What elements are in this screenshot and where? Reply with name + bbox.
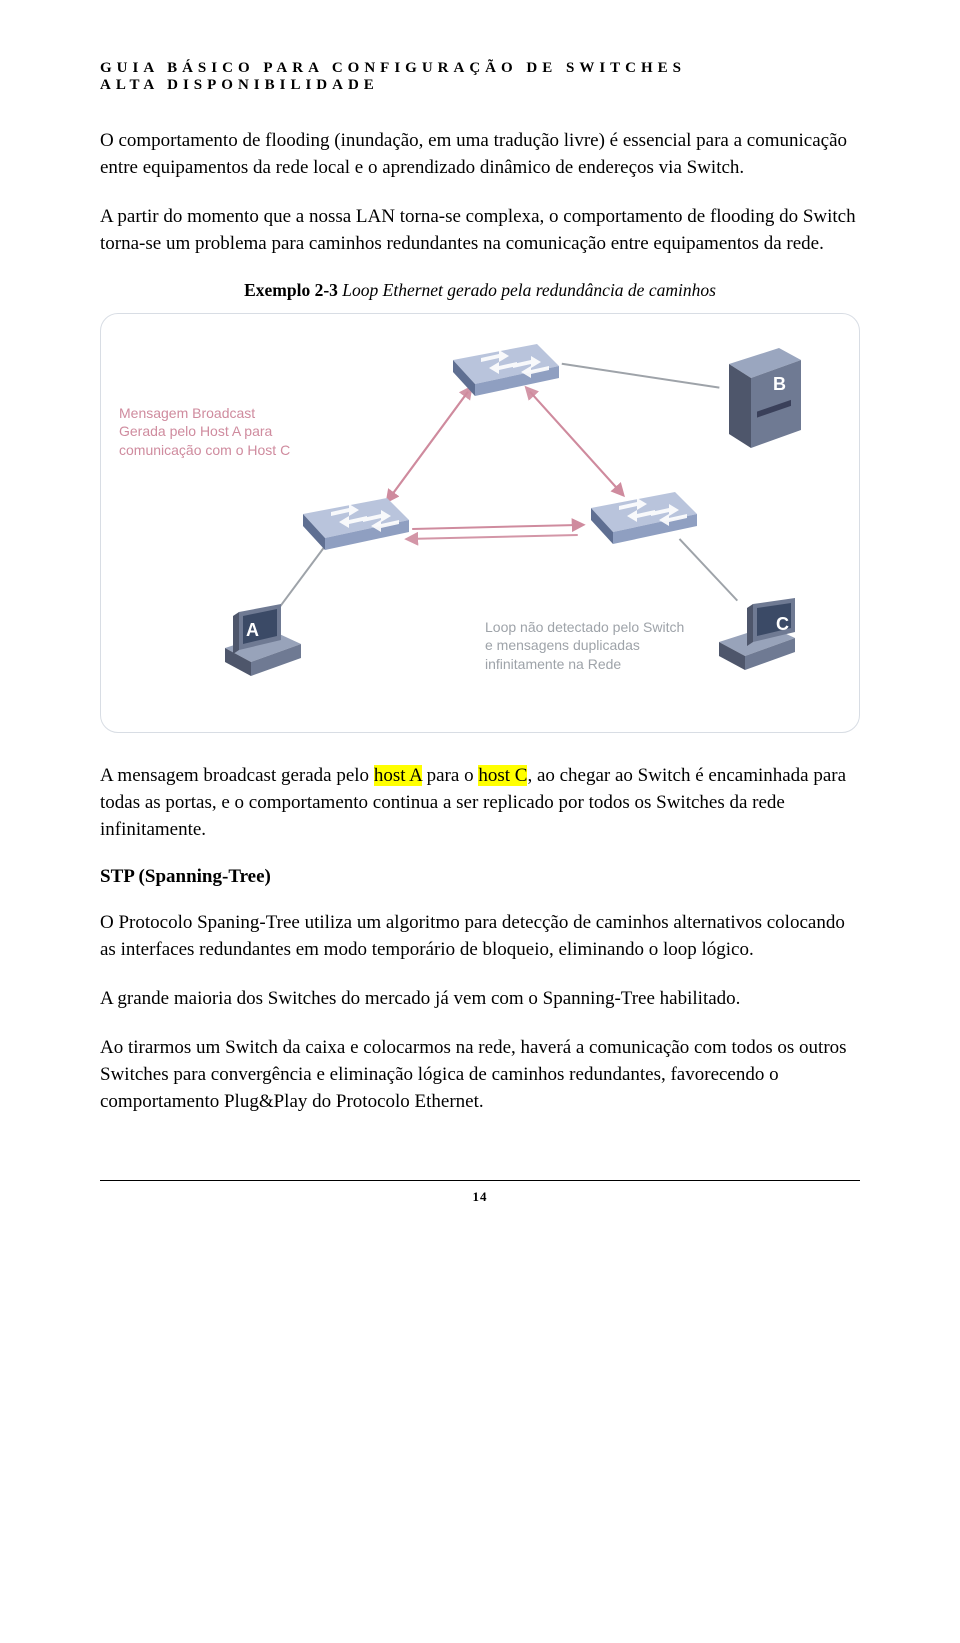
section-heading-stp: STP (Spanning-Tree) (100, 866, 860, 888)
label-a: A (246, 620, 259, 641)
paragraph-1: O comportamento de flooding (inundação, … (100, 128, 860, 182)
doc-header-line2: ALTA DISPONIBILIDADE (100, 77, 860, 94)
switch-right-icon (579, 490, 699, 546)
p3-pre: A mensagem broadcast gerada pelo (100, 765, 374, 786)
paragraph-3: A mensagem broadcast gerada pelo host A … (100, 763, 860, 844)
page-footer: 14 (100, 1180, 860, 1205)
diagram-caption-grey-l2: e mensagens duplicadas (485, 636, 684, 654)
doc-header-line1: GUIA BÁSICO PARA CONFIGURAÇÃO DE SWITCHE… (100, 60, 860, 77)
pc-a-icon (219, 604, 309, 684)
diagram-caption-grey-l1: Loop não detectado pelo Switch (485, 618, 684, 636)
p3-mid: para o (422, 765, 478, 786)
paragraph-2: A partir do momento que a nossa LAN torn… (100, 204, 860, 258)
label-c: C (776, 614, 789, 635)
server-b-icon (721, 344, 807, 454)
label-b: B (773, 374, 786, 395)
switch-top-icon (441, 342, 561, 398)
paragraph-6: Ao tirarmos um Switch da caixa e colocar… (100, 1035, 860, 1116)
diagram-caption-pink-l2: Gerada pelo Host A para (119, 422, 290, 440)
diagram-caption-pink-l3: comunicação com o Host C (119, 441, 290, 459)
p3-highlight-host-c: host C (478, 765, 527, 786)
pc-c-icon (713, 598, 803, 678)
example-label-bold: Exemplo 2-3 (244, 280, 338, 300)
diagram-caption-pink-l1: Mensagem Broadcast (119, 404, 290, 422)
diagram-caption-grey-l3: infinitamente na Rede (485, 655, 684, 673)
switch-left-icon (291, 496, 411, 552)
page-number: 14 (473, 1189, 488, 1204)
paragraph-5: A grande maioria dos Switches do mercado… (100, 986, 860, 1013)
example-label-italic: Loop Ethernet gerado pela redundância de… (338, 280, 716, 300)
diagram-caption-grey: Loop não detectado pelo Switch e mensage… (485, 618, 684, 673)
diagram-caption-pink: Mensagem Broadcast Gerada pelo Host A pa… (119, 404, 290, 459)
network-diagram: Mensagem Broadcast Gerada pelo Host A pa… (100, 313, 860, 733)
example-caption: Exemplo 2-3 Loop Ethernet gerado pela re… (100, 280, 860, 301)
paragraph-4: O Protocolo Spaning-Tree utiliza um algo… (100, 910, 860, 964)
p3-highlight-host-a: host A (374, 765, 422, 786)
